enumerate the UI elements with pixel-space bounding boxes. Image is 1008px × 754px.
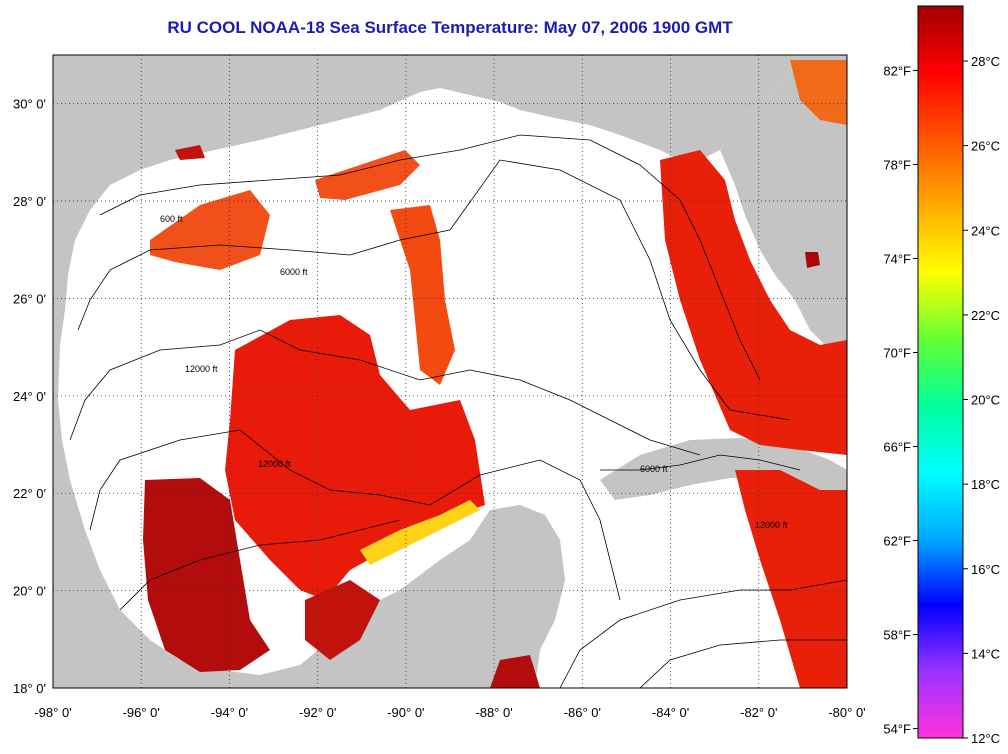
contour-label-6000: 6000 ft xyxy=(280,267,308,277)
fahrenheit-label: 58°F xyxy=(883,628,911,643)
lat-tick-label: 28° 0' xyxy=(13,194,46,209)
contour-label-12000-c: 12000 ft xyxy=(755,520,788,530)
contour-labels: 600 ft 6000 ft 12000 ft 12000 ft 6000 ft… xyxy=(160,214,788,530)
lon-tick-label: -86° 0' xyxy=(564,705,601,720)
land-cuba xyxy=(600,438,847,500)
fahrenheit-label: 54°F xyxy=(883,722,911,737)
lon-tick-label: -80° 0' xyxy=(828,705,865,720)
fahrenheit-label: 78°F xyxy=(883,157,911,172)
lat-tick-label: 26° 0' xyxy=(13,291,46,306)
contour-label-12000-b: 12000 ft xyxy=(258,459,291,469)
fahrenheit-label: 62°F xyxy=(883,534,911,549)
fahrenheit-label: 82°F xyxy=(883,63,911,78)
bathymetry-contours xyxy=(69,134,847,688)
fahrenheit-label: 74°F xyxy=(883,251,911,266)
lon-tick-label: -96° 0' xyxy=(123,705,160,720)
land-yucatan xyxy=(470,505,565,688)
lon-tick-label: -94° 0' xyxy=(211,705,248,720)
sst-overlay xyxy=(143,60,847,688)
contour-label-6000-b: 6000 ft xyxy=(640,464,668,474)
lon-tick-label: -84° 0' xyxy=(652,705,689,720)
longitude-labels: -98° 0' -96° 0' -94° 0' -92° 0' -90° 0' -88° … xyxy=(34,705,865,720)
land-florida xyxy=(720,55,847,350)
lat-tick-label: 24° 0' xyxy=(13,389,46,404)
fahrenheit-label: 70°F xyxy=(883,345,911,360)
land-mexico xyxy=(53,345,545,688)
contour-label-600: 600 ft xyxy=(160,214,183,224)
lon-tick-label: -98° 0' xyxy=(34,705,71,720)
latitude-labels: 18° 0' 20° 0' 22° 0' 24° 0' 26° 0' 28° 0' 30° … xyxy=(13,97,46,696)
lon-tick-label: -92° 0' xyxy=(299,705,336,720)
lon-tick-label: -82° 0' xyxy=(740,705,777,720)
fahrenheit-label: 66°F xyxy=(883,440,911,455)
lon-tick-label: -90° 0' xyxy=(387,705,424,720)
lat-tick-label: 30° 0' xyxy=(13,97,46,112)
lon-tick-label: -88° 0' xyxy=(475,705,512,720)
lat-tick-label: 20° 0' xyxy=(13,584,46,599)
contour-label-12000: 12000 ft xyxy=(185,364,218,374)
fahrenheit-labels: 82°F 78°F 74°F 70°F 66°F 62°F 58°F 54°F xyxy=(883,63,918,737)
map-title: RU COOL NOAA-18 Sea Surface Temperature:… xyxy=(167,18,733,37)
lat-tick-label: 22° 0' xyxy=(13,486,46,501)
lat-tick-label: 18° 0' xyxy=(13,681,46,696)
land-usa xyxy=(53,55,800,350)
map-frame xyxy=(52,54,848,689)
